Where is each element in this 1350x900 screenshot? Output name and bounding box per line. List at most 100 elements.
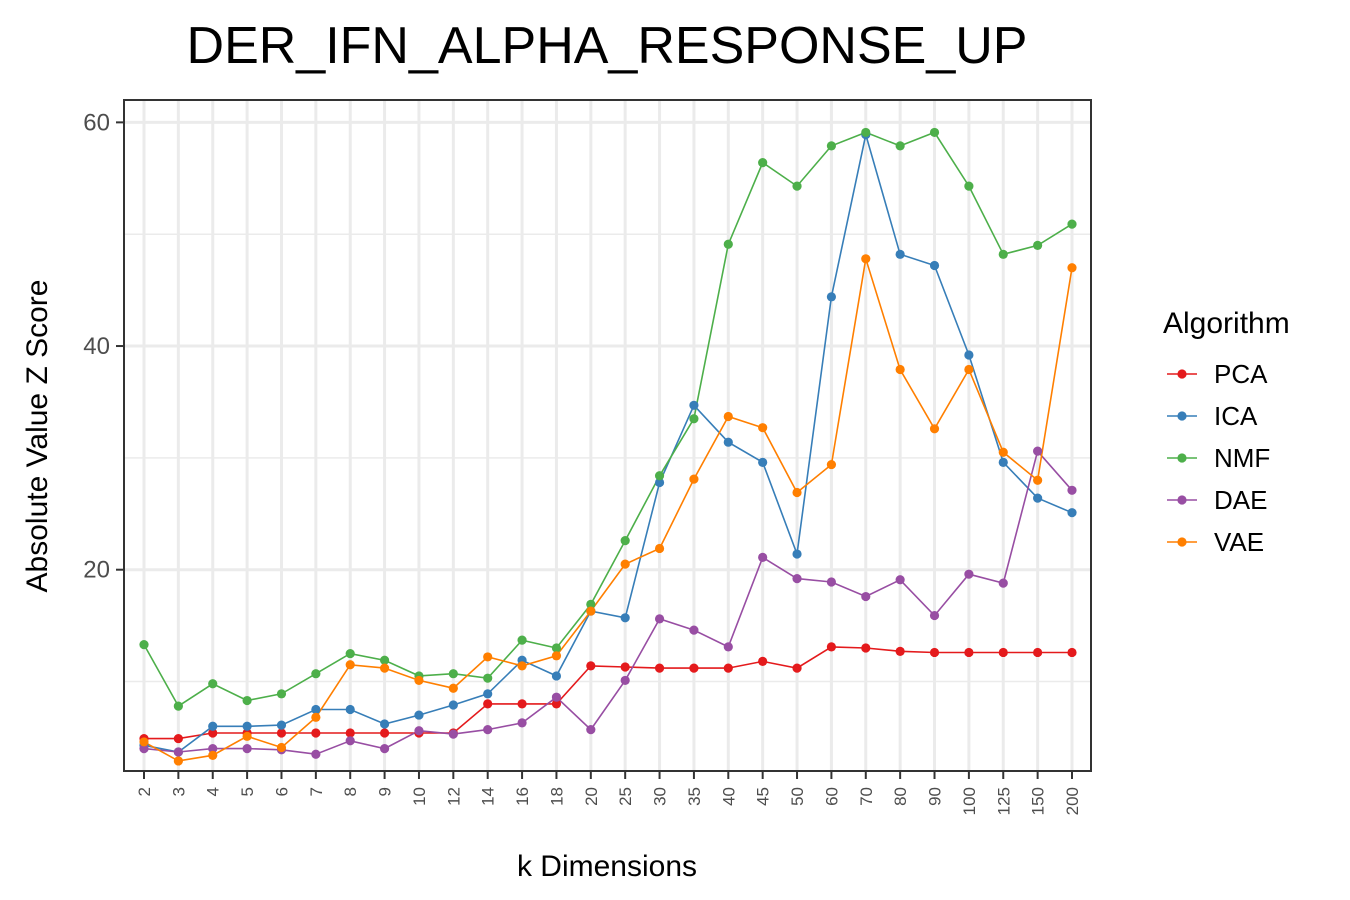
data-point-vae	[620, 559, 630, 569]
legend-label-nmf: NMF	[1214, 443, 1270, 473]
data-point-pca	[723, 663, 733, 673]
x-axis-title: k Dimensions	[517, 850, 697, 883]
x-tick-label: 20	[582, 787, 601, 806]
y-axis-title: Absolute Value Z Score	[21, 280, 54, 593]
data-point-ica	[242, 721, 252, 731]
data-point-pca	[551, 699, 562, 709]
data-point-dae	[1067, 485, 1077, 495]
data-point-pca	[517, 699, 527, 709]
data-point-dae	[654, 614, 665, 624]
data-point-nmf	[345, 648, 355, 659]
x-tick-label: 8	[341, 787, 360, 796]
x-tick-label: 45	[754, 787, 773, 806]
data-point-pca	[173, 733, 183, 744]
data-point-nmf	[654, 471, 665, 481]
data-point-ica	[1067, 508, 1077, 518]
x-tick-label: 35	[685, 787, 704, 806]
legend: Algorithm PCA ICA NMF DAE VAE	[1163, 307, 1290, 557]
data-point-pca	[929, 647, 940, 658]
data-point-dae	[139, 744, 149, 754]
legend-label-dae: DAE	[1214, 485, 1267, 515]
x-tick-label: 100	[960, 787, 979, 815]
x-tick-label: 90	[926, 787, 945, 806]
data-point-nmf	[723, 239, 733, 249]
data-point-pca	[654, 663, 665, 673]
data-point-dae	[620, 675, 630, 686]
panel-background	[124, 100, 1091, 771]
data-point-dae	[551, 692, 562, 702]
data-point-nmf	[998, 249, 1008, 259]
legend-key-point-nmf	[1177, 453, 1187, 463]
data-point-vae	[1067, 263, 1077, 273]
data-point-ica	[620, 613, 630, 623]
data-point-pca	[345, 728, 355, 738]
data-point-dae	[345, 736, 355, 746]
data-point-pca	[861, 643, 871, 653]
data-point-dae	[826, 577, 837, 587]
x-tick-label: 18	[547, 787, 566, 806]
chart-title: DER_IFN_ALPHA_RESPONSE_UP	[187, 17, 1028, 75]
data-point-ica	[311, 704, 321, 715]
data-point-pca	[276, 728, 287, 738]
data-point-vae	[792, 487, 802, 498]
data-point-nmf	[448, 669, 458, 679]
x-tick-label: 50	[788, 787, 807, 806]
data-point-vae	[586, 606, 596, 616]
data-point-ica	[276, 720, 287, 730]
data-point-dae	[758, 552, 768, 562]
x-tick-label: 40	[719, 787, 738, 806]
data-point-dae	[861, 591, 871, 602]
data-point-vae	[242, 731, 252, 741]
x-tick-label: 16	[513, 787, 532, 806]
data-point-nmf	[139, 640, 149, 650]
data-point-ica	[551, 671, 562, 681]
x-tick-label: 150	[1029, 787, 1048, 815]
data-point-nmf	[758, 158, 768, 168]
data-point-dae	[242, 744, 252, 754]
data-point-nmf	[964, 181, 974, 191]
data-point-nmf	[208, 679, 218, 689]
data-point-ica	[895, 249, 905, 259]
data-point-nmf	[689, 414, 699, 424]
data-point-nmf	[826, 141, 837, 151]
data-point-dae	[895, 575, 905, 585]
data-point-nmf	[1067, 219, 1077, 229]
data-point-vae	[723, 411, 733, 422]
data-point-dae	[414, 726, 424, 736]
x-tick-label: 30	[651, 787, 670, 806]
data-point-ica	[998, 457, 1008, 467]
data-point-pca	[792, 663, 802, 673]
data-point-dae	[586, 725, 596, 735]
series-line-vae	[143, 258, 1073, 762]
data-point-ica	[654, 477, 665, 488]
x-tick-label: 5	[238, 787, 257, 796]
data-point-nmf	[792, 181, 802, 191]
data-point-nmf	[276, 689, 287, 699]
data-point-ica	[964, 350, 974, 360]
data-point-ica	[208, 721, 218, 731]
x-tick-label: 3	[169, 787, 188, 796]
data-point-dae	[311, 749, 321, 759]
data-point-nmf	[551, 643, 562, 653]
data-point-ica	[483, 689, 493, 699]
data-point-vae	[861, 254, 871, 264]
data-point-ica	[345, 704, 355, 715]
data-point-vae	[517, 661, 527, 671]
legend-label-vae: VAE	[1214, 527, 1264, 557]
data-point-nmf	[242, 695, 252, 706]
data-point-pca	[998, 647, 1008, 658]
data-point-pca	[826, 642, 837, 652]
x-tick-label: 60	[822, 787, 841, 806]
x-tick-label: 2	[135, 787, 154, 796]
data-point-vae	[929, 424, 940, 434]
data-point-dae	[517, 718, 527, 728]
data-point-nmf	[311, 669, 321, 679]
data-point-vae	[654, 543, 665, 554]
data-point-nmf	[517, 635, 527, 645]
data-point-vae	[758, 423, 768, 433]
data-point-ica	[1033, 493, 1043, 503]
data-point-vae	[826, 459, 837, 470]
series-line-nmf	[143, 131, 1073, 708]
data-point-pca	[1067, 647, 1077, 658]
